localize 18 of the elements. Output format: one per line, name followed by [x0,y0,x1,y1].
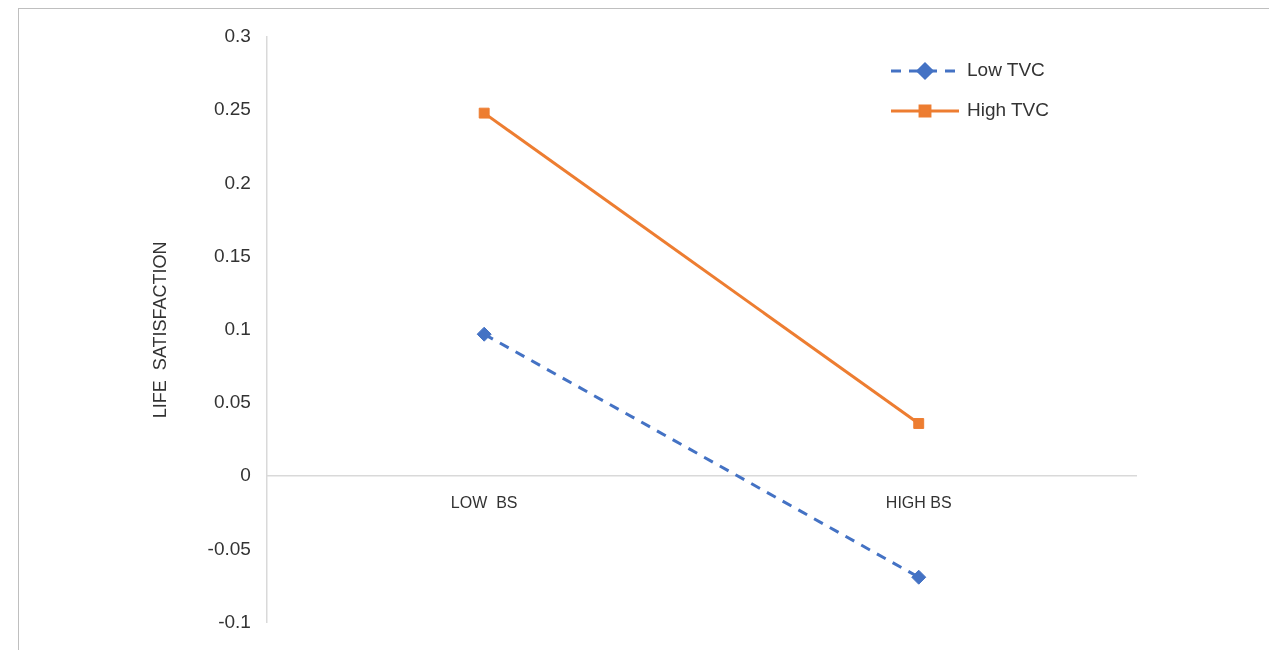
y-tick-label: 0.3 [224,25,251,47]
legend-label: Low TVC [967,59,1045,81]
x-tick-label: LOW BS [450,494,518,512]
legend-label: High TVC [967,99,1050,121]
point [478,107,490,119]
x-tick-label: HIGH BS [885,494,952,512]
y-axis-title: LIFE SATISFACTION [149,241,170,419]
y-tick-label: 0.15 [213,244,251,266]
y-tick-label: 0.2 [224,171,251,193]
y-tick-label: 0.25 [213,98,251,120]
y-tick-label: 0.05 [213,391,251,413]
y-tick-label: 0 [240,464,251,486]
point [476,326,492,342]
point [913,418,925,429]
y-tick-label: 0.1 [224,318,251,340]
y-tick-label: -0.1 [218,610,251,632]
point [911,569,927,585]
y-tick-label: -0.05 [207,537,251,559]
